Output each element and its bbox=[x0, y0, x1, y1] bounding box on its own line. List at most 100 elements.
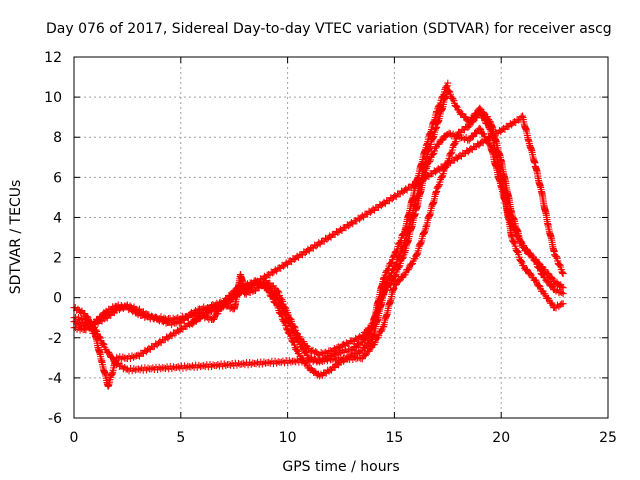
data-point bbox=[343, 348, 351, 356]
x-tick-label: 20 bbox=[492, 430, 510, 446]
data-point bbox=[182, 364, 190, 372]
data-point bbox=[476, 124, 484, 132]
data-point bbox=[105, 348, 113, 356]
data-point bbox=[548, 273, 556, 281]
data-point bbox=[265, 358, 273, 366]
data-point bbox=[447, 149, 455, 157]
y-tick-label: 10 bbox=[44, 90, 62, 106]
data-point bbox=[220, 360, 228, 368]
data-point bbox=[476, 108, 484, 116]
data-point bbox=[400, 230, 408, 238]
data-point bbox=[86, 324, 94, 332]
data-point bbox=[556, 261, 564, 269]
y-tick-label: -6 bbox=[48, 411, 62, 427]
data-point bbox=[247, 360, 255, 368]
data-point bbox=[531, 257, 539, 265]
data-point bbox=[213, 310, 221, 318]
data-point bbox=[174, 363, 182, 371]
data-point bbox=[214, 361, 222, 369]
data-point bbox=[155, 363, 163, 371]
data-point bbox=[535, 263, 543, 271]
data-point bbox=[180, 314, 188, 322]
data-point bbox=[212, 362, 220, 370]
data-point bbox=[451, 139, 459, 147]
data-point bbox=[458, 110, 466, 118]
data-point bbox=[271, 298, 279, 306]
data-point bbox=[293, 346, 301, 354]
data-point bbox=[304, 356, 312, 364]
data-point bbox=[113, 302, 121, 310]
data-point bbox=[522, 245, 530, 253]
data-point bbox=[292, 329, 300, 337]
data-point bbox=[361, 352, 369, 360]
data-point bbox=[83, 318, 91, 326]
data-point bbox=[435, 182, 443, 190]
data-point bbox=[268, 292, 276, 300]
data-point bbox=[431, 144, 439, 152]
data-point bbox=[387, 259, 395, 267]
data-point bbox=[163, 316, 171, 324]
data-point bbox=[78, 314, 86, 322]
data-point bbox=[535, 282, 543, 290]
data-point bbox=[443, 83, 451, 91]
data-point bbox=[452, 102, 460, 110]
data-point bbox=[160, 364, 168, 372]
data-point bbox=[239, 359, 247, 367]
data-point bbox=[545, 270, 553, 278]
data-point bbox=[544, 269, 552, 277]
data-point bbox=[483, 119, 491, 127]
data-point bbox=[559, 270, 567, 278]
data-point bbox=[208, 363, 216, 371]
data-point bbox=[392, 272, 400, 280]
data-point bbox=[438, 136, 446, 144]
data-point bbox=[225, 360, 233, 368]
data-point bbox=[544, 277, 552, 285]
data-point bbox=[388, 276, 396, 284]
data-point bbox=[517, 258, 525, 265]
data-point bbox=[486, 125, 494, 133]
data-point bbox=[429, 150, 437, 158]
data-point bbox=[514, 231, 522, 239]
data-point bbox=[277, 358, 285, 366]
tick-layer: 0 5 10 15 20 25 -6 -4 -2 0 2 4 6 8 10 12 bbox=[44, 50, 617, 446]
data-point bbox=[438, 173, 446, 181]
y-tick-label: -2 bbox=[48, 331, 62, 347]
data-point bbox=[283, 325, 291, 333]
data-point bbox=[113, 353, 121, 361]
y-tick-label: 6 bbox=[53, 170, 62, 186]
data-point bbox=[399, 254, 407, 262]
data-point bbox=[280, 318, 288, 326]
data-point bbox=[384, 266, 392, 274]
x-tick-label: 0 bbox=[70, 430, 79, 446]
data-point bbox=[183, 312, 191, 320]
plot-frame bbox=[73, 56, 609, 419]
data-point bbox=[99, 340, 107, 348]
data-point bbox=[78, 324, 86, 332]
data-point bbox=[174, 314, 182, 322]
data-point bbox=[526, 269, 534, 277]
data-point bbox=[510, 238, 518, 246]
series-track-5 bbox=[187, 82, 451, 359]
data-point bbox=[355, 354, 363, 362]
data-point bbox=[210, 316, 218, 323]
data-point bbox=[123, 365, 131, 373]
x-tick-label: 5 bbox=[176, 430, 185, 446]
y-tick-label: 2 bbox=[53, 251, 62, 267]
data-point bbox=[238, 360, 246, 368]
data-point bbox=[289, 338, 297, 346]
data-point bbox=[302, 348, 310, 356]
data-point bbox=[449, 95, 457, 103]
data-point bbox=[279, 357, 287, 365]
data-point bbox=[404, 266, 412, 274]
x-axis-label: GPS time / hours bbox=[282, 459, 399, 475]
data-point bbox=[559, 269, 567, 277]
data-point bbox=[149, 364, 157, 372]
data-point bbox=[277, 309, 285, 317]
data-layer bbox=[70, 79, 567, 390]
x-tick-label: 15 bbox=[385, 430, 403, 446]
data-point bbox=[523, 266, 531, 274]
data-point bbox=[390, 252, 398, 260]
data-point bbox=[173, 363, 181, 371]
data-point bbox=[322, 348, 330, 356]
data-point bbox=[274, 287, 282, 295]
